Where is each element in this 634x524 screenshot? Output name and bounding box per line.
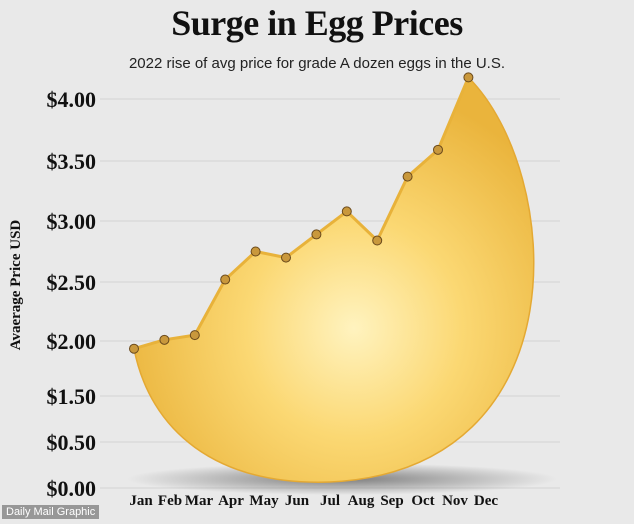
y-tick-label: $4.00 — [47, 87, 97, 112]
data-point-nov — [433, 144, 443, 155]
data-points — [129, 72, 474, 354]
x-tick-label: Jun — [285, 493, 310, 509]
y-tick-label: $2.00 — [47, 329, 97, 354]
y-tick-label: $0.00 — [47, 476, 97, 501]
chart-title: Surge in Egg Prices — [171, 3, 463, 43]
data-point-jan — [129, 343, 139, 354]
x-tick-label: May — [249, 493, 279, 509]
data-point-dec — [463, 72, 474, 83]
egg-area-fill — [133, 76, 535, 483]
data-point-oct — [402, 171, 413, 182]
x-tick-label: Jan — [129, 493, 153, 509]
data-point-aug — [341, 206, 352, 217]
x-tick-label: Nov — [442, 493, 468, 509]
chart-subtitle: 2022 rise of avg price for grade A dozen… — [128, 55, 506, 72]
y-axis-ticks: $0.00 $0.50 $1.50 $2.00 $2.50 $3.00 $3.50 $4.00 — [47, 87, 97, 501]
data-point-may — [250, 246, 261, 257]
price-line — [133, 76, 470, 351]
data-point-apr — [220, 274, 231, 285]
y-tick-label: $0.50 — [47, 430, 97, 455]
data-point-jul — [311, 229, 322, 240]
data-point-mar — [189, 330, 200, 341]
data-point-sep — [372, 235, 383, 246]
credit-label: Daily Mail Graphic — [2, 505, 100, 519]
x-tick-label: Oct — [411, 493, 434, 509]
x-tick-label: Feb — [158, 493, 182, 509]
data-point-feb — [159, 334, 170, 345]
y-tick-label: $3.50 — [47, 149, 97, 174]
y-tick-label: $3.00 — [47, 209, 97, 234]
x-tick-label: Apr — [218, 493, 244, 509]
x-axis-ticks: Jan Feb Mar Apr May Jun Jul Aug Sep Oct Nov Dec — [129, 493, 498, 509]
x-tick-label: Sep — [380, 493, 403, 509]
x-tick-label: Dec — [474, 493, 498, 509]
data-point-jun — [281, 252, 291, 263]
x-tick-label: Aug — [348, 493, 375, 509]
y-tick-label: $1.50 — [47, 384, 97, 409]
y-tick-label: $2.50 — [47, 270, 97, 295]
x-tick-label: Mar — [185, 493, 214, 509]
y-axis-label: Avaerage Price USD — [8, 220, 24, 351]
x-tick-label: Jul — [320, 493, 340, 509]
